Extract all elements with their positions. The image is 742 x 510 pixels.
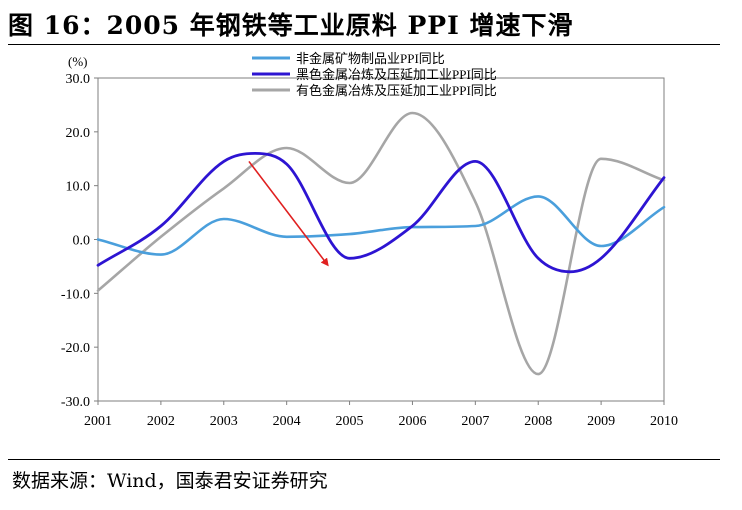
x-tick-label: 2003 bbox=[210, 414, 238, 429]
y-tick-label: -10.0 bbox=[61, 287, 90, 302]
legend-label-0: 非金属矿物制品业PPI同比 bbox=[296, 51, 445, 66]
y-tick-label: 0.0 bbox=[73, 234, 91, 249]
title-divider bbox=[8, 44, 720, 45]
legend: 非金属矿物制品业PPI同比黑色金属冶炼及压延加工业PPI同比有色金属冶炼及压延加… bbox=[252, 51, 497, 98]
source-note: 数据来源：Wind，国泰君安证券研究 bbox=[12, 470, 328, 492]
series-line-2 bbox=[96, 111, 666, 376]
x-tick-label: 2001 bbox=[84, 414, 112, 429]
series-line-0 bbox=[96, 195, 666, 256]
x-tick-label: 2010 bbox=[650, 414, 678, 429]
y-tick-label: 20.0 bbox=[66, 126, 91, 141]
legend-label-2: 有色金属冶炼及压延加工业PPI同比 bbox=[296, 83, 497, 98]
y-tick-label: 10.0 bbox=[66, 180, 91, 195]
y-axis-unit-label: (%) bbox=[68, 54, 88, 69]
y-tick-label: -30.0 bbox=[61, 395, 90, 410]
plot-area-frame bbox=[97, 77, 665, 402]
trend-arrow bbox=[248, 160, 329, 267]
x-tick-label: 2008 bbox=[524, 414, 552, 429]
y-tick-label: 30.0 bbox=[66, 72, 91, 87]
x-tick-label: 2002 bbox=[147, 414, 175, 429]
annotations bbox=[248, 160, 329, 267]
x-tick-label: 2005 bbox=[336, 414, 364, 429]
y-tick-label: -20.0 bbox=[61, 341, 90, 356]
chart-title: 图 16：2005 年钢铁等工业原料 PPI 增速下滑 bbox=[8, 11, 574, 40]
source-divider bbox=[8, 459, 720, 460]
series-line-1 bbox=[96, 152, 666, 274]
x-tick-label: 2004 bbox=[273, 414, 301, 429]
legend-label-1: 黑色金属冶炼及压延加工业PPI同比 bbox=[296, 67, 497, 82]
x-tick-label: 2007 bbox=[461, 414, 489, 429]
y-axis: 30.0 20.0 10.0 0.0 -10.0 -20.0 -30.0 bbox=[61, 72, 98, 410]
x-tick-label: 2006 bbox=[398, 414, 426, 429]
x-axis: 2001 2002 2003 2004 2005 2006 2007 2008 2009 2010 bbox=[84, 401, 678, 429]
x-tick-label: 2009 bbox=[587, 414, 615, 429]
series-lines bbox=[96, 111, 666, 376]
